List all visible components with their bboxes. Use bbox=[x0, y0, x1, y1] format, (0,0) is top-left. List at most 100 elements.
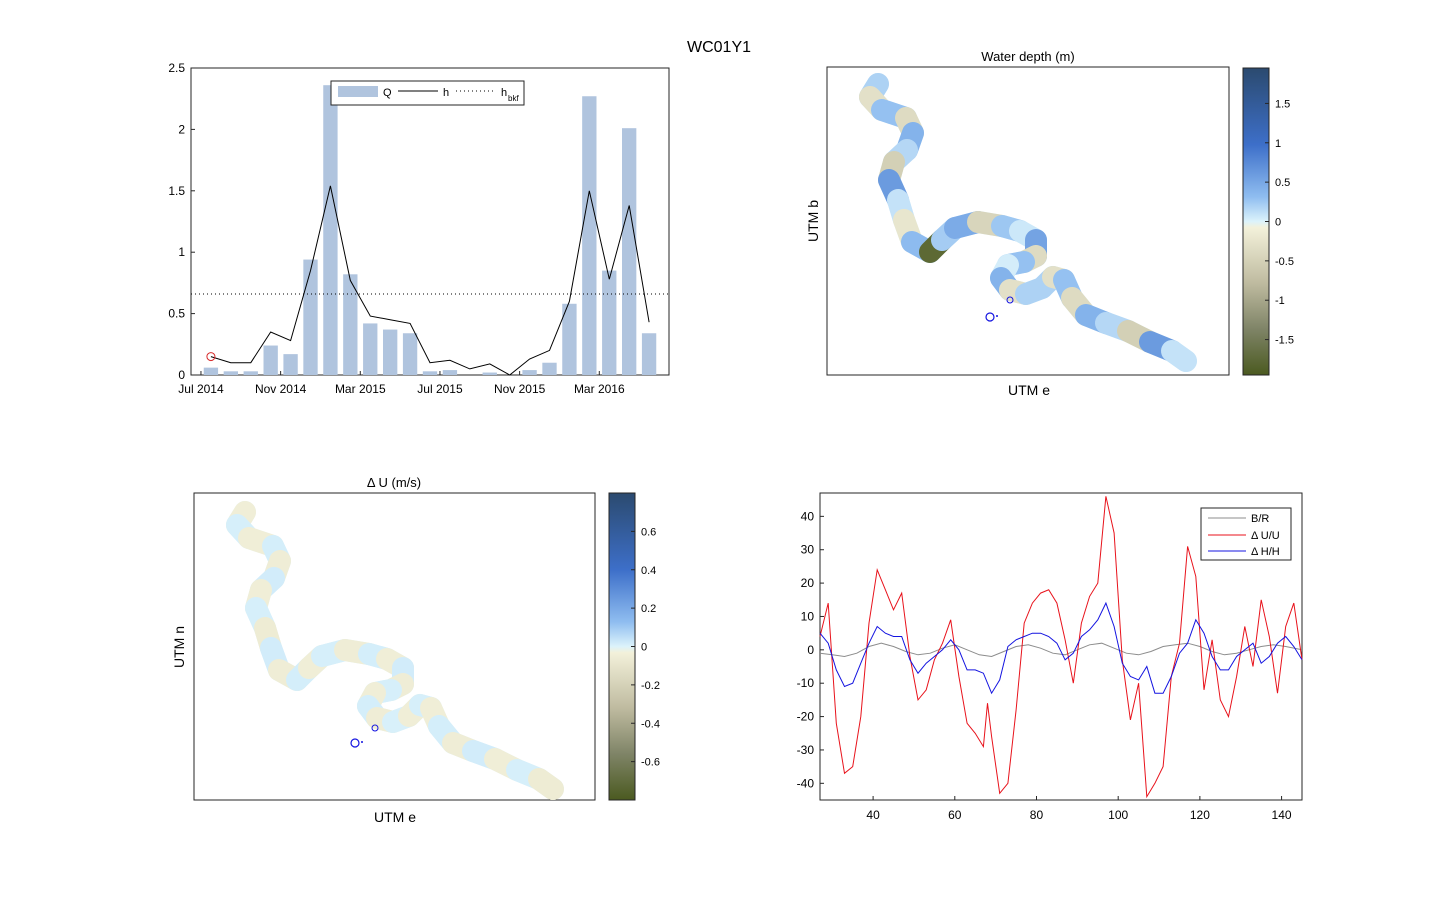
du-map-xlabel: UTM e bbox=[374, 809, 416, 825]
colorbar-tick-label: 0 bbox=[641, 642, 647, 654]
river-segment bbox=[528, 768, 564, 800]
y-tick-label: 20 bbox=[801, 576, 815, 590]
x-tick-label: Jul 2014 bbox=[178, 382, 224, 396]
colorbar-tick-label: -1 bbox=[1275, 295, 1285, 307]
y-tick-label: 2.5 bbox=[168, 61, 185, 75]
profile-line-hh bbox=[819, 601, 1303, 695]
x-tick-label: 80 bbox=[1030, 808, 1044, 822]
discharge-bar bbox=[243, 371, 258, 375]
discharge-bar bbox=[602, 270, 617, 375]
profiles-x-ticks: 40 60 80 100 120 140 bbox=[866, 796, 1292, 822]
colorbar-tick-label: -0.4 bbox=[641, 718, 660, 730]
colorbar-tick-label: -1.5 bbox=[1275, 335, 1294, 347]
profile-line-uu bbox=[819, 496, 1303, 799]
depth-map-xlabel: UTM e bbox=[1008, 382, 1050, 398]
y-tick-label: 0 bbox=[807, 643, 814, 657]
profiles-y-ticks: 40 30 20 10 0 -10 -20 -30 -40 bbox=[797, 509, 824, 790]
legend-label-q: Q bbox=[383, 87, 392, 99]
discharge-bar bbox=[283, 354, 298, 375]
du-map-panel: Δ U (m/s) UTM e UTM n 0.6 0.4 0.2 0 -0.2 -0.4… bbox=[171, 475, 660, 825]
depth-map-title: Water depth (m) bbox=[981, 49, 1074, 64]
discharge-bar bbox=[303, 259, 318, 375]
y-tick-label: -20 bbox=[797, 710, 815, 724]
discharge-bar bbox=[482, 372, 497, 375]
timeseries-panel: 00.511.522.5 Jul 2014 Nov 2014 Mar 2015 Jul… bbox=[168, 61, 670, 396]
timeseries-y-ticks: 0 0.5 1 1.5 2 2.5 bbox=[168, 61, 195, 382]
y-tick-label: -30 bbox=[797, 743, 815, 757]
y-tick-label: -40 bbox=[797, 776, 815, 790]
x-tick-label: Jul 2015 bbox=[417, 382, 463, 396]
legend-label-dh: Δ H/H bbox=[1251, 546, 1280, 558]
depth-map-ylabel: UTM b bbox=[805, 200, 821, 242]
x-tick-label: 60 bbox=[948, 808, 962, 822]
du-colorbar bbox=[608, 492, 636, 801]
x-tick-label: 120 bbox=[1190, 808, 1210, 822]
colorbar-tick-label: 0.2 bbox=[641, 603, 656, 615]
timeseries-axes-box bbox=[190, 67, 670, 376]
y-tick-label: 2 bbox=[178, 122, 185, 136]
profile-lines bbox=[819, 496, 1303, 799]
legend-swatch-q bbox=[338, 86, 378, 97]
colorbar-tick-label: 0.4 bbox=[641, 565, 656, 577]
y-tick-label: 30 bbox=[801, 543, 815, 557]
du-site-marker-large bbox=[350, 738, 360, 748]
x-tick-label: Nov 2014 bbox=[255, 382, 307, 396]
colorbar-tick-label: -0.5 bbox=[1275, 256, 1294, 268]
colorbar-tick-label: -0.2 bbox=[641, 680, 660, 692]
profiles-legend: B/R Δ U/U Δ H/H bbox=[1200, 507, 1292, 561]
y-tick-label: 0.5 bbox=[168, 307, 185, 321]
discharge-bar bbox=[621, 128, 637, 375]
y-tick-label: 1.5 bbox=[168, 184, 185, 198]
depth-colorbar-ticks: 1.5 1 0.5 0 -0.5 -1 -1.5 bbox=[1265, 98, 1294, 347]
colorbar-tick-label: 1 bbox=[1275, 138, 1281, 150]
river-segment bbox=[1161, 340, 1197, 372]
discharge-bar bbox=[263, 345, 278, 375]
depth-site-marker-small bbox=[996, 315, 998, 317]
legend-label-br: B/R bbox=[1251, 513, 1269, 525]
legend-label-du: Δ U/U bbox=[1251, 530, 1280, 542]
discharge-bar bbox=[382, 329, 398, 375]
y-tick-label: 0 bbox=[178, 368, 185, 382]
discharge-bar bbox=[422, 371, 438, 375]
discharge-bar bbox=[203, 367, 219, 375]
depth-map-panel: Water depth (m) UTM e UTM b 1.5 1 0.5 0 -0.5… bbox=[805, 49, 1294, 398]
colorbar-tick-label: 0.5 bbox=[1275, 177, 1290, 189]
discharge-bar bbox=[343, 274, 358, 375]
timeseries-bars bbox=[203, 85, 657, 375]
figure-title: WC01Y1 bbox=[687, 39, 751, 56]
du-site-marker-upstream bbox=[371, 724, 379, 732]
depth-river-channel bbox=[859, 73, 1197, 372]
x-tick-label: 140 bbox=[1272, 808, 1292, 822]
colorbar-tick-label: -0.6 bbox=[641, 757, 660, 769]
discharge-bar bbox=[323, 85, 338, 375]
du-river-channel bbox=[226, 501, 564, 800]
depth-colorbar bbox=[1242, 67, 1270, 376]
y-tick-label: 40 bbox=[801, 509, 815, 523]
discharge-bar bbox=[442, 370, 458, 375]
discharge-bar bbox=[402, 333, 418, 375]
legend-label-h: h bbox=[443, 87, 449, 99]
discharge-bar bbox=[641, 333, 657, 375]
depth-site-marker-upstream bbox=[1006, 296, 1014, 304]
y-tick-label: 1 bbox=[178, 245, 185, 259]
colorbar-tick-label: 1.5 bbox=[1275, 98, 1290, 110]
x-tick-label: 40 bbox=[866, 808, 880, 822]
timeseries-x-ticks: Jul 2014 Nov 2014 Mar 2015 Jul 2015 Nov 2015… bbox=[178, 371, 625, 396]
y-tick-label: 10 bbox=[801, 609, 815, 623]
discharge-bar bbox=[562, 303, 577, 375]
current-time-marker bbox=[206, 352, 216, 362]
legend-label-hbkf: h bbox=[501, 87, 507, 99]
du-colorbar-ticks: 0.6 0.4 0.2 0 -0.2 -0.4 -0.6 bbox=[631, 526, 660, 769]
discharge-bar bbox=[223, 371, 239, 375]
discharge-bar bbox=[363, 323, 378, 375]
colorbar-tick-label: 0 bbox=[1275, 217, 1281, 229]
depth-line bbox=[210, 185, 650, 376]
x-tick-label: 100 bbox=[1108, 808, 1128, 822]
du-map-title: Δ U (m/s) bbox=[367, 475, 421, 490]
discharge-bar bbox=[582, 96, 597, 375]
discharge-bar bbox=[542, 362, 557, 375]
x-tick-label: Nov 2015 bbox=[494, 382, 546, 396]
discharge-bar bbox=[522, 370, 537, 375]
